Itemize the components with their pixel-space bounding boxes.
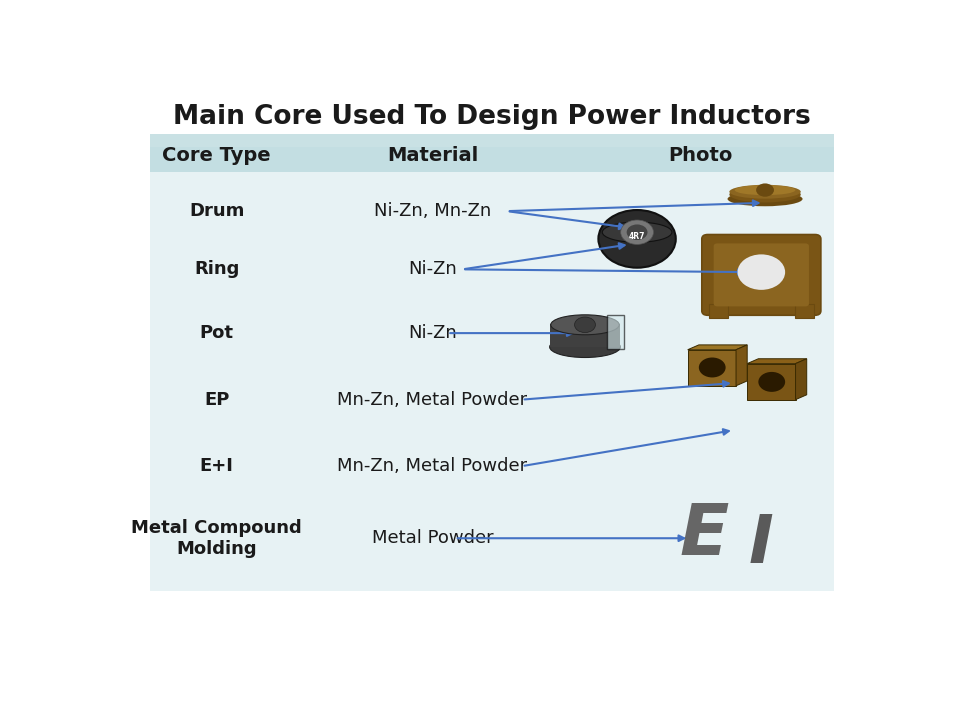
Text: EP: EP [204,391,229,409]
FancyBboxPatch shape [795,304,814,318]
Polygon shape [687,345,747,350]
Text: Ni-Zn: Ni-Zn [408,324,457,342]
Text: Ring: Ring [194,261,239,279]
Circle shape [756,184,774,197]
FancyBboxPatch shape [150,133,834,172]
Ellipse shape [730,185,801,199]
Ellipse shape [730,186,801,202]
Circle shape [737,254,785,290]
Text: E: E [680,501,729,570]
FancyBboxPatch shape [708,304,728,318]
Text: Main Core Used To Design Power Inductors: Main Core Used To Design Power Inductors [173,104,811,130]
Circle shape [627,225,647,240]
Text: Ni-Zn, Mn-Zn: Ni-Zn, Mn-Zn [373,202,492,220]
FancyBboxPatch shape [608,315,624,349]
Ellipse shape [551,315,619,335]
Text: Ni-Zn: Ni-Zn [408,261,457,279]
FancyBboxPatch shape [150,148,834,591]
FancyBboxPatch shape [702,235,821,315]
FancyBboxPatch shape [713,243,809,307]
Text: Core Type: Core Type [162,146,271,165]
FancyBboxPatch shape [687,350,736,386]
Text: Pot: Pot [200,324,233,342]
Text: Photo: Photo [668,146,732,165]
Text: Mn-Zn, Metal Powder: Mn-Zn, Metal Powder [337,391,528,409]
Circle shape [758,372,785,392]
Text: 4R7: 4R7 [629,232,645,240]
Text: Material: Material [387,146,478,165]
Circle shape [598,210,676,268]
Text: I: I [749,510,774,577]
Text: Mn-Zn, Metal Powder: Mn-Zn, Metal Powder [337,457,528,475]
Circle shape [575,317,595,333]
Ellipse shape [728,192,803,206]
FancyBboxPatch shape [550,324,620,347]
Circle shape [621,220,654,244]
Polygon shape [747,359,806,364]
Polygon shape [796,359,806,400]
Ellipse shape [550,336,620,358]
Ellipse shape [734,185,796,195]
Text: Metal Compound
Molding: Metal Compound Molding [132,519,302,557]
Text: Metal Powder: Metal Powder [372,529,493,547]
Ellipse shape [602,222,672,243]
Text: E+I: E+I [200,457,233,475]
Circle shape [699,358,726,377]
Polygon shape [736,345,747,386]
Text: Drum: Drum [189,202,245,220]
FancyBboxPatch shape [747,364,796,400]
